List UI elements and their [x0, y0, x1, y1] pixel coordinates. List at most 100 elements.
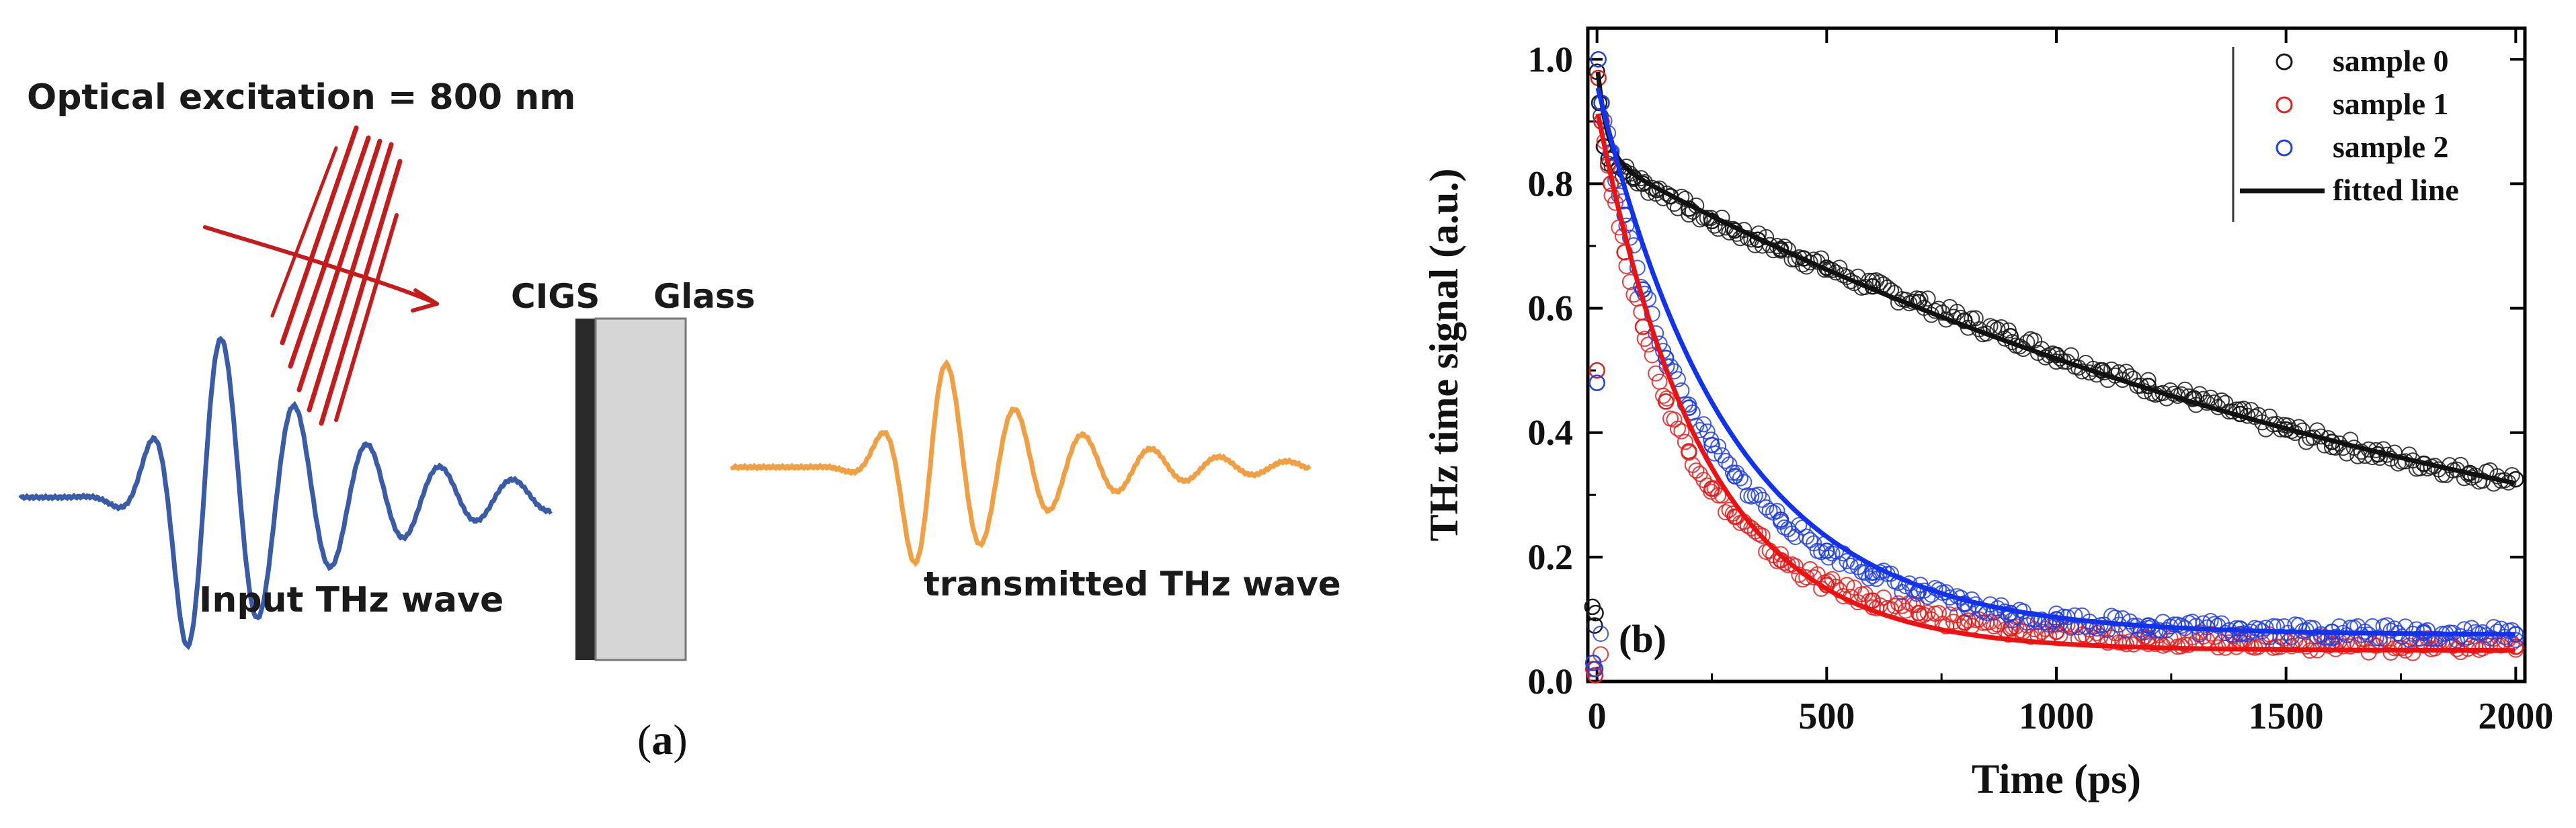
data-point [2507, 632, 2524, 649]
x-axis-label: Time (ps) [1972, 757, 2141, 802]
legend-label: fitted line [2333, 173, 2459, 207]
data-point [1588, 374, 1605, 391]
data-point [1876, 589, 1892, 606]
data-point [1633, 170, 1650, 187]
data-point [1919, 290, 1936, 307]
data-point [1658, 390, 1675, 407]
data-point [1681, 444, 1697, 461]
fit-line-sample-0-fit [1595, 71, 2515, 486]
legend-label: sample 0 [2333, 44, 2449, 78]
data-point [2368, 630, 2384, 647]
data-point [1699, 423, 1716, 440]
data-point [1876, 563, 1892, 579]
data-point [1769, 503, 1785, 520]
data-point [1773, 546, 1789, 563]
y-tick-label: 0.4 [1528, 413, 1574, 453]
data-point [2503, 622, 2520, 638]
data-point [1750, 487, 1767, 503]
data-point [1802, 254, 1818, 271]
data-point [1761, 502, 1778, 519]
data-point [1710, 438, 1727, 455]
y-tick-label: 0.6 [1528, 288, 1574, 329]
transmitted-thz-waveform [729, 359, 1312, 567]
data-point [1673, 423, 1690, 440]
legend-label: sample 1 [2333, 87, 2449, 121]
input-wave-label: Input THz wave [199, 580, 504, 620]
data-point [1644, 306, 1660, 323]
panel-b-label: (b) [1619, 617, 1666, 661]
x-tick-label: 1500 [2249, 696, 2324, 737]
fit-layer [1595, 71, 2515, 653]
data-point [2393, 628, 2410, 645]
data-point [1754, 491, 1771, 508]
data-point [1718, 452, 1734, 469]
data-point [1587, 604, 1604, 622]
input-thz-waveform [18, 335, 553, 651]
fit-line-sample-1-fit [1595, 113, 2515, 653]
data-point [2342, 638, 2359, 655]
cigs-label: CIGS [511, 277, 600, 316]
panel-a-caption: (a) [637, 716, 688, 763]
data-point [2066, 607, 2083, 624]
fit-line-sample-2-fit [1595, 87, 2515, 637]
data-point [1967, 310, 1984, 327]
data-point [1732, 470, 1748, 487]
data-point [1588, 362, 1605, 379]
y-tick-label: 0.2 [1528, 537, 1574, 577]
y-tick-label: 0.8 [1528, 163, 1574, 204]
panel-b-chart: 0 500 1000 1500 2000 0.0 0.2 0.4 0.6 0.8 1.0 (b) T… [1422, 26, 2553, 802]
x-tick-label: 2000 [2478, 696, 2553, 737]
data-point [1824, 571, 1841, 587]
data-point [1791, 517, 1808, 534]
y-axis-label: THz time signal (a.u.) [1422, 169, 1466, 542]
data-point [2214, 392, 2230, 409]
data-point [1681, 443, 1697, 460]
data-point [1666, 411, 1683, 428]
data-point [1586, 617, 1603, 634]
data-point [2000, 322, 2017, 339]
data-point [1586, 667, 1604, 684]
legend-marker [2276, 96, 2293, 114]
data-point [1710, 487, 1727, 504]
data-point [2151, 622, 2168, 638]
transmitted-wave-label: transmitted THz wave [924, 565, 1341, 604]
data-point [1703, 483, 1720, 500]
data-point [1839, 577, 1855, 593]
data-point [1669, 420, 1686, 437]
data-point [1677, 433, 1693, 450]
data-point [1695, 416, 1712, 433]
data-point [2408, 621, 2425, 638]
legend-marker [2276, 53, 2293, 71]
data-point [1655, 387, 1672, 404]
x-tick-label: 0 [1588, 696, 1607, 737]
excitation-label: Optical excitation = 800 nm [27, 77, 575, 118]
data-point [1648, 365, 1664, 382]
data-point [2456, 621, 2472, 638]
data-point [1798, 569, 1815, 586]
data-point [1586, 661, 1604, 677]
legend: sample 0 sample 1 sample 2 fitted line [2232, 44, 2459, 222]
data-point [1754, 528, 1771, 544]
data-point [2257, 620, 2274, 636]
axis-ticks: 0 500 1000 1500 2000 0.0 0.2 0.4 0.6 0.8 1.0 [1528, 28, 2553, 737]
y-tick-label: 1.0 [1528, 39, 1574, 79]
data-point [1651, 373, 1668, 390]
data-point [2298, 638, 2315, 655]
legend-label: sample 2 [2333, 130, 2449, 164]
data-point [1590, 51, 1607, 68]
data-point [1993, 319, 2009, 336]
data-point [2048, 606, 2064, 622]
data-point [2180, 636, 2197, 653]
glass-substrate [594, 317, 687, 661]
data-point [1941, 606, 1958, 623]
cigs-layer [575, 319, 596, 660]
data-point [2423, 630, 2440, 647]
data-point [1593, 626, 1609, 643]
data-point [1802, 532, 1818, 548]
panel-a: Optical excitation = 800 nm Input THz wa… [18, 77, 1341, 763]
data-point [1688, 462, 1705, 479]
data-point [1621, 229, 1638, 246]
y-tick-label: 0.0 [1528, 661, 1574, 702]
glass-label: Glass [653, 277, 755, 316]
